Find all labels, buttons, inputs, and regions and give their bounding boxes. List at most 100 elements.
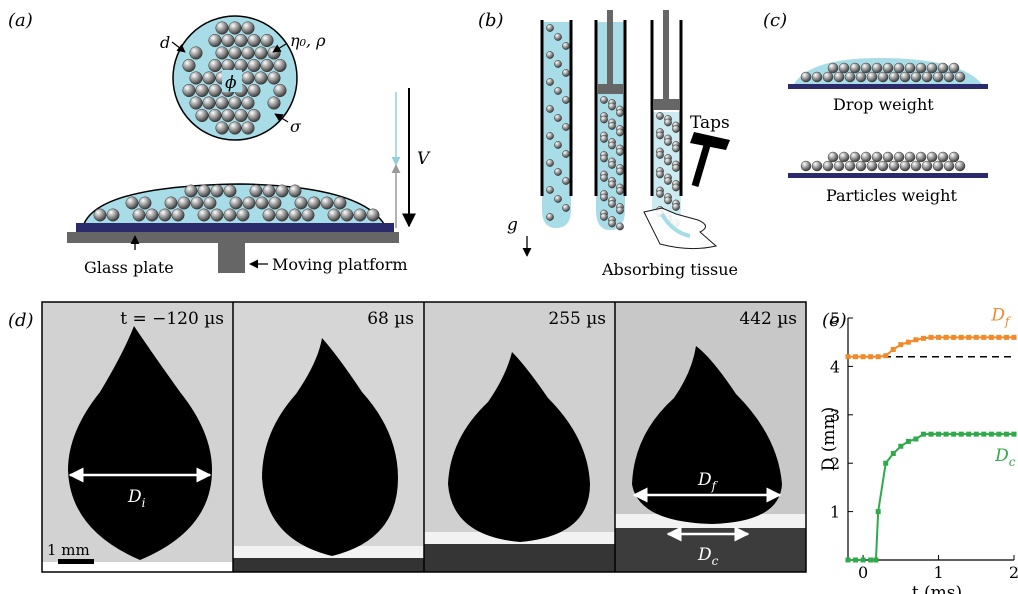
particle <box>664 196 672 205</box>
particle <box>255 196 269 210</box>
particle <box>215 121 229 135</box>
dc-label: Dc <box>697 545 719 568</box>
particle <box>221 33 235 48</box>
particle <box>664 138 672 146</box>
plunger-2-rod <box>607 10 613 85</box>
particle <box>546 132 554 140</box>
particle <box>656 151 664 159</box>
particle <box>267 71 281 85</box>
particle <box>260 58 274 73</box>
particle <box>546 24 554 32</box>
particle <box>241 121 255 135</box>
particle <box>893 62 905 74</box>
particle <box>353 208 367 222</box>
particle <box>664 157 672 166</box>
particle <box>600 96 608 104</box>
particle <box>664 118 672 127</box>
particle <box>616 206 624 215</box>
particle <box>189 46 203 60</box>
particle <box>600 193 608 202</box>
particle <box>366 208 380 222</box>
particle <box>158 208 172 222</box>
particle <box>899 71 911 83</box>
data-point-D_c <box>996 431 1002 437</box>
particle <box>672 203 680 211</box>
particle <box>202 96 216 110</box>
particle <box>223 184 237 198</box>
particle <box>921 160 933 172</box>
series-dc-line <box>874 433 1014 561</box>
particle <box>546 51 554 59</box>
panel-b: (b) Taps g Absorbing tissue <box>478 10 738 279</box>
scale-bar <box>58 559 94 564</box>
particle <box>943 160 955 172</box>
data-point-D_f <box>920 335 926 341</box>
particle <box>268 196 282 210</box>
suspension-particles <box>182 21 287 135</box>
particle <box>827 62 839 74</box>
particle <box>260 33 274 48</box>
particle <box>800 71 812 83</box>
particle <box>608 180 616 189</box>
particle <box>320 196 334 210</box>
g-label: g <box>507 215 518 235</box>
x-axis-label: t (ms) <box>912 583 962 594</box>
tissue-wet-stain <box>660 212 691 238</box>
deposited-particles <box>93 184 380 222</box>
particle <box>849 151 861 163</box>
particle <box>600 115 608 124</box>
data-point-D_c <box>951 431 957 437</box>
particle <box>241 46 255 60</box>
drop-frame-3 <box>448 352 590 542</box>
frame-2-time: 68 µs <box>367 309 414 329</box>
particle <box>208 108 222 123</box>
drop-frame-4 <box>632 346 782 524</box>
glass-plate <box>76 223 394 232</box>
particle <box>546 213 554 221</box>
particle <box>954 71 966 83</box>
particle <box>247 108 261 123</box>
particle <box>811 160 823 172</box>
legend-D_f: Df <box>990 305 1012 328</box>
particle <box>844 71 856 83</box>
particle <box>327 208 341 222</box>
particle <box>882 62 894 74</box>
particle <box>656 131 664 140</box>
frame-2-floor <box>233 558 424 572</box>
panel-e: (e) 0 1 2 1 2 3 4 5 Df Dc D (mm) t (ms) <box>819 305 1018 594</box>
glass-plate-label: Glass plate <box>84 258 174 277</box>
data-point-D_c <box>898 443 904 449</box>
particle <box>234 33 248 48</box>
particle <box>838 151 850 163</box>
particle <box>132 208 146 222</box>
data-point-D_c <box>1003 431 1009 437</box>
particle <box>229 196 243 210</box>
particle <box>608 161 616 169</box>
particle <box>860 151 872 163</box>
particle <box>600 135 608 143</box>
data-point-D_f <box>958 334 964 340</box>
data-point-D_c <box>981 431 987 437</box>
particle <box>333 196 347 210</box>
particle <box>838 62 850 74</box>
particle <box>882 151 894 163</box>
sigma-label: σ <box>290 117 302 136</box>
data-point-D_f <box>943 334 949 340</box>
particle <box>189 71 203 85</box>
particle <box>275 184 289 198</box>
particle <box>672 144 680 153</box>
particle <box>600 174 608 182</box>
di-label: Di <box>127 487 146 510</box>
particle <box>608 102 616 111</box>
particle <box>877 71 889 83</box>
particle <box>294 196 308 210</box>
hammer-icon <box>690 132 730 187</box>
particle <box>203 196 217 210</box>
particle <box>228 96 242 110</box>
particle <box>600 154 608 163</box>
y-tick-label: 5 <box>830 309 840 328</box>
particle <box>948 62 960 74</box>
particle <box>241 71 255 85</box>
data-point-D_f <box>973 334 979 340</box>
scale-bar-label: 1 mm <box>47 541 90 559</box>
